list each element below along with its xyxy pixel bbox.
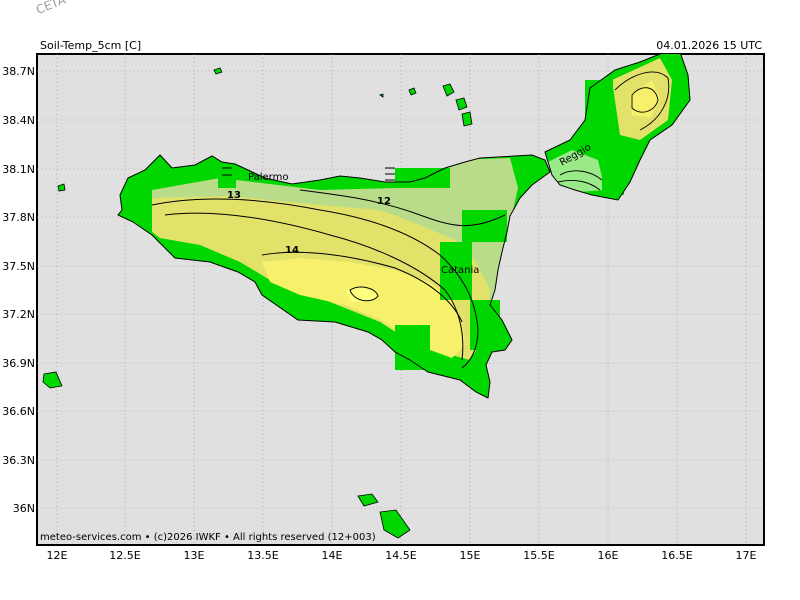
contour-label: 14 bbox=[285, 245, 299, 256]
no-data-cell bbox=[462, 210, 507, 242]
lon-label: 17E bbox=[736, 549, 757, 562]
calabria-isotherms bbox=[557, 71, 670, 191]
city-label-catania: Catania bbox=[441, 265, 479, 276]
city-label-palermo: Palermo bbox=[248, 172, 288, 183]
contour-label: 12 bbox=[377, 196, 391, 207]
no-data-cell bbox=[395, 168, 450, 188]
lon-label: 13.5E bbox=[247, 549, 278, 562]
lon-label: 12E bbox=[47, 549, 68, 562]
longitude-labels: 12E 12.5E 13E 13.5E 14E 14.5E 15E 15.5E … bbox=[47, 549, 757, 562]
no-data-cell bbox=[218, 168, 236, 188]
lat-label: 37.8N bbox=[2, 211, 35, 224]
lon-label: 16.5E bbox=[661, 549, 692, 562]
contour-label: 13 bbox=[227, 190, 241, 201]
sicily-island bbox=[117, 154, 551, 399]
lat-label: 36N bbox=[13, 502, 35, 515]
valid-time: 04.01.2026 15 UTC bbox=[656, 39, 762, 52]
latitude-labels: 38.7N 38.4N 38.1N 37.8N 37.5N 37.2N 36.9… bbox=[2, 65, 35, 515]
lat-label: 36.6N bbox=[2, 405, 35, 418]
lat-label: 38.1N bbox=[2, 163, 35, 176]
lon-label: 13E bbox=[184, 549, 205, 562]
lon-label: 15.5E bbox=[523, 549, 554, 562]
lat-label: 36.9N bbox=[2, 357, 35, 370]
footer-credit: meteo-services.com • (c)2026 IWKF • All … bbox=[40, 532, 376, 543]
lat-label: 38.7N bbox=[2, 65, 35, 78]
lon-label: 14E bbox=[322, 549, 343, 562]
lon-label: 12.5E bbox=[109, 549, 140, 562]
no-data-cell bbox=[585, 80, 613, 135]
lat-label: 37.5N bbox=[2, 260, 35, 273]
band-15 bbox=[345, 286, 378, 302]
lat-label: 36.3N bbox=[2, 454, 35, 467]
calabria-coastline bbox=[544, 54, 691, 201]
small-islands bbox=[42, 67, 473, 539]
map-title: Soil-Temp_5cm [C] bbox=[40, 39, 142, 52]
lat-label: 37.2N bbox=[2, 308, 35, 321]
isotherms bbox=[151, 167, 506, 369]
lon-label: 16E bbox=[598, 549, 619, 562]
lon-label: 15E bbox=[460, 549, 481, 562]
calabria-region bbox=[544, 54, 691, 201]
lon-label: 14.5E bbox=[385, 549, 416, 562]
sicily-coastline bbox=[117, 154, 551, 399]
no-data-cell bbox=[470, 300, 500, 350]
lat-label: 38.4N bbox=[2, 114, 35, 127]
no-data-cell bbox=[395, 325, 430, 370]
no-data-cell bbox=[602, 160, 624, 195]
